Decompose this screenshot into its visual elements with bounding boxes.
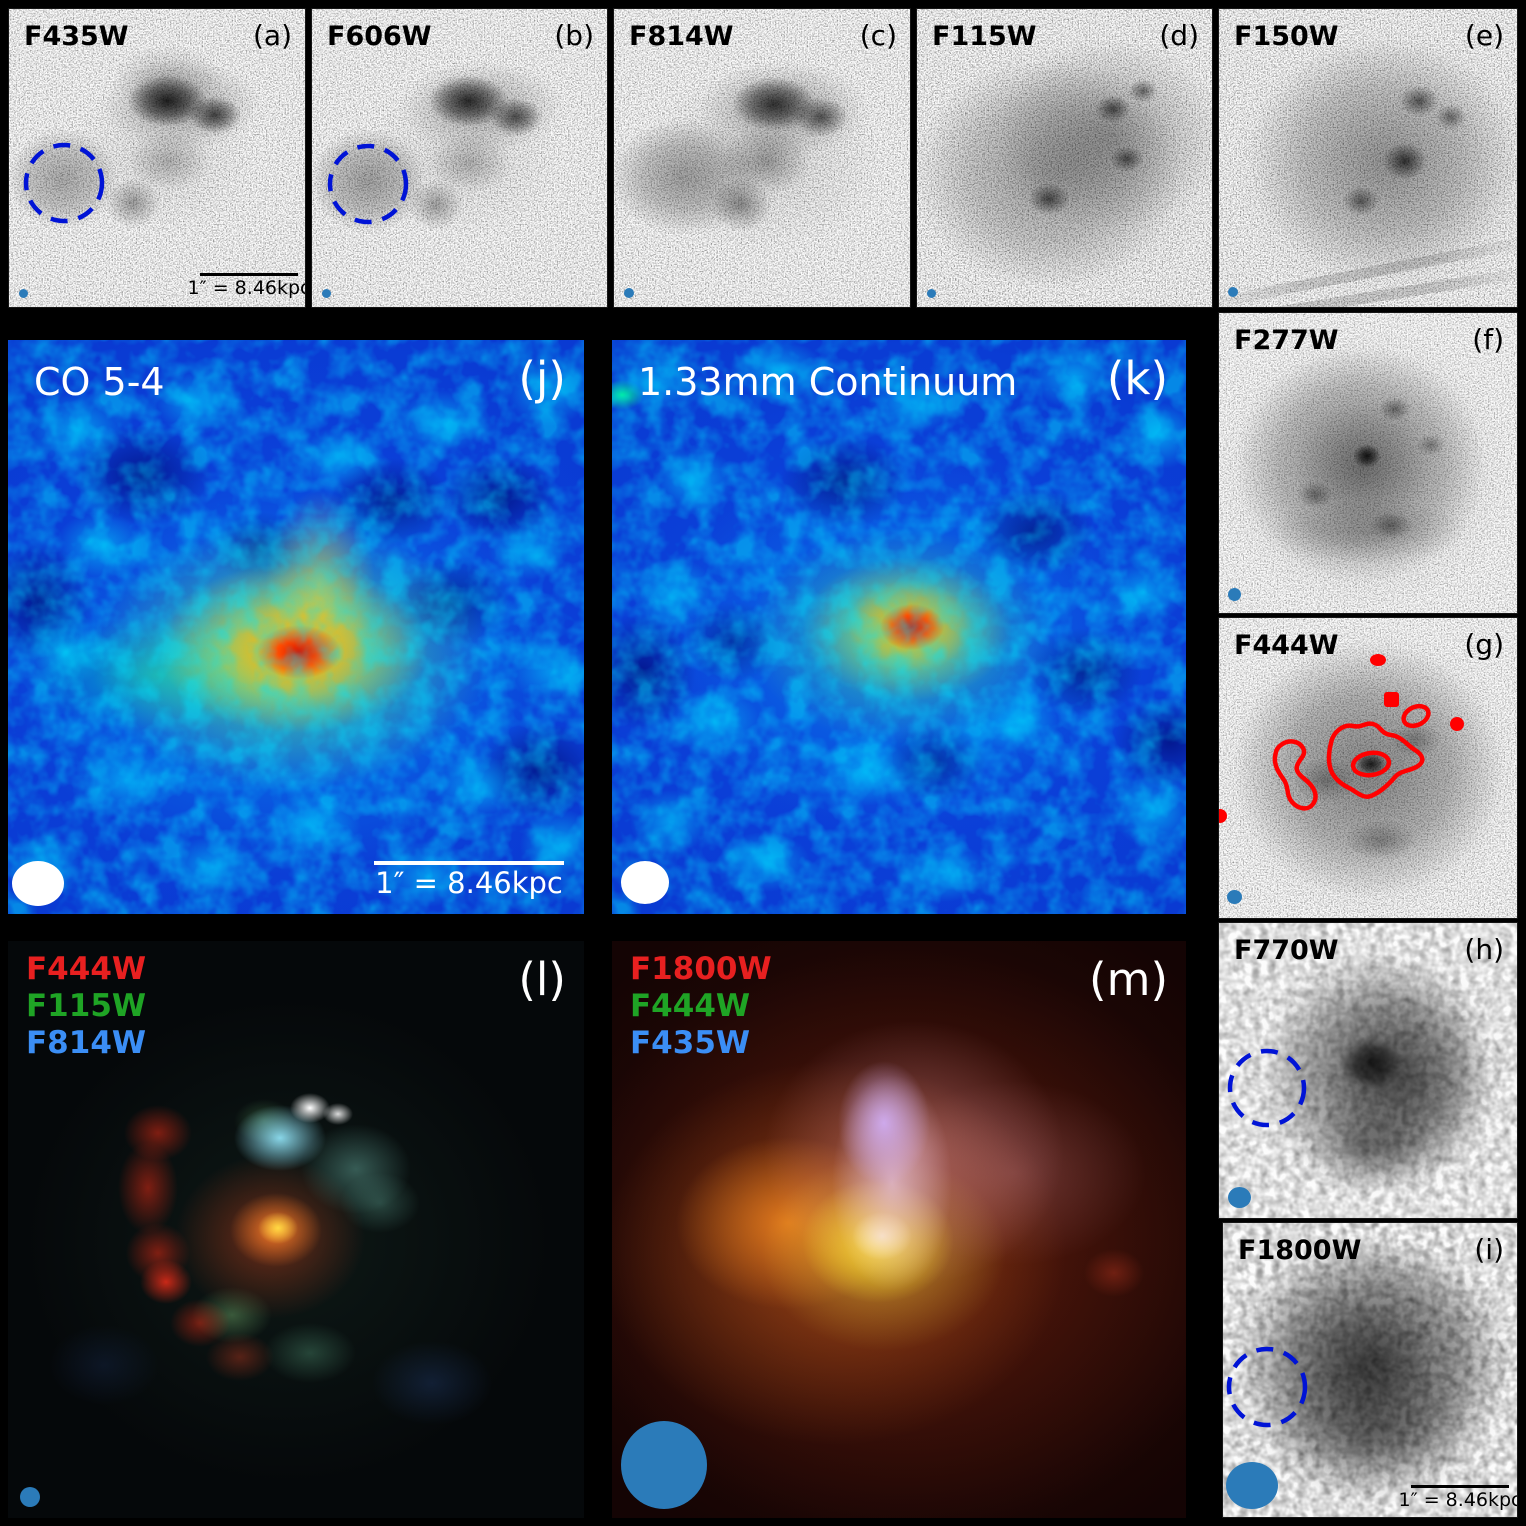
filter-label: F606W	[327, 21, 432, 52]
channel-label-red: F444W	[26, 951, 147, 987]
panel-f814w: F814W (c)	[613, 8, 911, 308]
channel-label-green: F444W	[630, 988, 751, 1024]
beam-icon	[621, 1421, 707, 1509]
aperture-circle-icon	[23, 142, 105, 224]
noise-texture	[614, 9, 910, 307]
noise-texture	[1219, 9, 1517, 307]
scale-bar-text: 1″ = 8.46kpc	[1398, 1489, 1518, 1511]
panel-rgb-nircam: F444W F115W F814W (l)	[8, 941, 584, 1518]
beam-icon	[1226, 1462, 1278, 1509]
noise-texture	[917, 9, 1212, 307]
noise-texture	[1219, 618, 1517, 918]
panel-letter: (g)	[1464, 628, 1504, 661]
filter-label: F435W	[24, 21, 129, 52]
channel-label-blue: F435W	[630, 1025, 751, 1061]
panel-letter: (j)	[518, 352, 566, 405]
panel-f606w: F606W (b)	[311, 8, 608, 308]
panel-rgb-miri: F1800W F444W F435W (m)	[612, 941, 1186, 1518]
beam-icon	[19, 289, 28, 298]
filter-label: F770W	[1234, 935, 1339, 966]
beam-icon	[20, 1487, 40, 1507]
channel-label-red: F1800W	[630, 951, 772, 987]
line-label: 1.33mm Continuum	[638, 360, 1018, 404]
noise-texture	[9, 9, 305, 307]
filter-label: F277W	[1234, 325, 1339, 356]
beam-icon	[927, 289, 936, 298]
panel-letter: (m)	[1089, 953, 1168, 1006]
panel-letter: (b)	[554, 19, 594, 52]
scale-bar: 1″ = 8.46kpc	[1399, 1485, 1517, 1511]
panel-letter: (f)	[1472, 323, 1504, 356]
line-label: CO 5-4	[34, 360, 165, 404]
panel-letter: (d)	[1159, 19, 1199, 52]
panel-f150w: F150W (e)	[1218, 8, 1518, 308]
scale-bar: 1″ = 8.46kpc	[188, 273, 305, 299]
panel-f444w: F444W (g)	[1218, 617, 1518, 919]
beam-icon	[1227, 890, 1242, 904]
filter-label: F814W	[629, 21, 734, 52]
filter-label: F150W	[1234, 21, 1339, 52]
jet-noise-texture	[612, 340, 1186, 914]
panel-letter: (h)	[1464, 933, 1504, 966]
noise-texture	[312, 9, 607, 307]
aperture-circle-icon	[1226, 1346, 1308, 1428]
scale-bar-line	[374, 861, 564, 865]
panel-letter: (a)	[252, 19, 292, 52]
beam-icon	[12, 861, 64, 906]
panel-f115w: F115W (d)	[916, 8, 1213, 308]
scale-bar-text: 1″ = 8.46kpc	[187, 277, 306, 299]
channel-label-green: F115W	[26, 988, 147, 1024]
contour-overlay	[1219, 654, 1464, 823]
panel-continuum: 1.33mm Continuum (k)	[612, 340, 1186, 914]
panel-letter: (i)	[1474, 1233, 1504, 1266]
channel-legend: F1800W F444W F435W	[630, 951, 772, 1062]
aperture-circle-icon	[1227, 1048, 1307, 1128]
noise-texture	[1219, 923, 1517, 1218]
panel-f770w: F770W (h)	[1218, 922, 1518, 1219]
rgb-image	[8, 941, 584, 1518]
scale-bar: 1″ = 8.46kpc	[374, 861, 564, 900]
filter-label: F115W	[932, 21, 1037, 52]
panel-letter: (k)	[1106, 352, 1168, 405]
beam-icon	[1228, 588, 1241, 601]
panel-letter: (e)	[1464, 19, 1504, 52]
panel-co54: CO 5-4 (j) 1″ = 8.46kpc	[8, 340, 584, 914]
panel-f435w: F435W (a) 1″ = 8.46kpc	[8, 8, 306, 308]
aperture-circle-icon	[327, 143, 409, 225]
scale-bar-text: 1″ = 8.46kpc	[375, 866, 563, 900]
jet-noise-texture	[8, 340, 584, 914]
rgb-image	[612, 941, 1186, 1518]
channel-label-blue: F814W	[26, 1025, 147, 1061]
panel-f277w: F277W (f)	[1218, 312, 1518, 614]
beam-icon	[624, 288, 634, 298]
beam-icon	[1228, 1187, 1251, 1208]
filter-label: F1800W	[1238, 1235, 1362, 1266]
panel-f1800w: F1800W (i) 1″ = 8.46kpc	[1222, 1222, 1518, 1518]
scale-bar-line	[200, 273, 298, 276]
panel-letter: (l)	[518, 953, 566, 1006]
beam-icon	[1228, 287, 1238, 297]
filter-label: F444W	[1234, 630, 1339, 661]
beam-icon	[322, 289, 331, 298]
noise-texture	[1219, 313, 1517, 613]
channel-legend: F444W F115W F814W	[26, 951, 146, 1062]
scale-bar-line	[1411, 1485, 1509, 1488]
panel-letter: (c)	[859, 19, 897, 52]
noise-texture	[1223, 1223, 1517, 1517]
beam-icon	[621, 861, 669, 904]
